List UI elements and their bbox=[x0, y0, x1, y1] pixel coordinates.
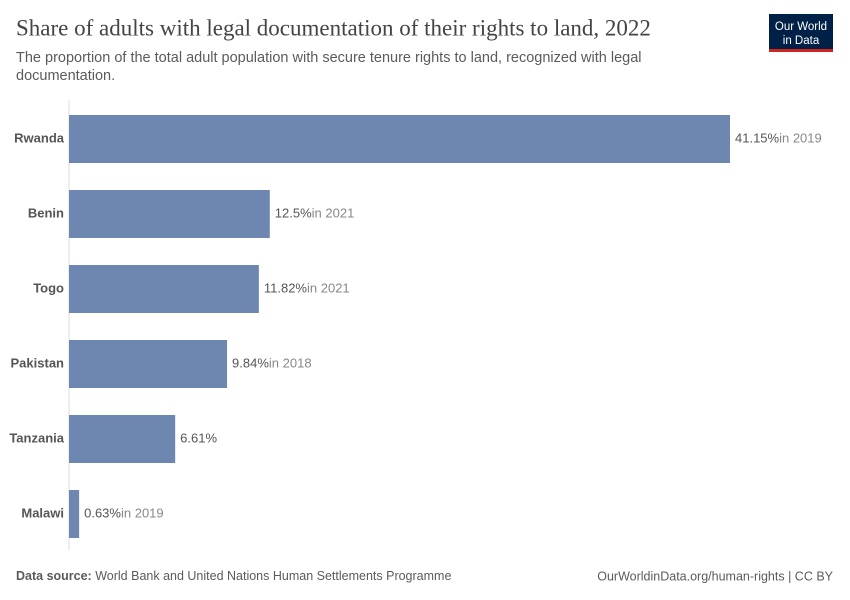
year-note: in 2019 bbox=[121, 505, 164, 520]
category-label: Tanzania bbox=[9, 430, 64, 445]
value-label: 41.15% bbox=[735, 130, 780, 145]
category-label: Rwanda bbox=[14, 130, 65, 145]
year-note: in 2018 bbox=[269, 355, 312, 370]
value-label: 9.84% bbox=[232, 355, 269, 370]
category-label: Malawi bbox=[21, 505, 64, 520]
source-text: World Bank and United Nations Human Sett… bbox=[95, 569, 451, 583]
value-label: 11.82% bbox=[264, 280, 308, 295]
bar bbox=[69, 415, 176, 463]
logo-text: Our World bbox=[775, 21, 827, 33]
value-label: 6.61% bbox=[180, 430, 217, 445]
url: OurWorldinData.org/human-rights | CC BY bbox=[597, 569, 833, 583]
category-label: Benin bbox=[28, 205, 64, 220]
subtitle: The proportion of the total adult popula… bbox=[16, 50, 642, 66]
bar bbox=[69, 490, 80, 538]
bar bbox=[69, 265, 259, 313]
bar bbox=[69, 190, 270, 238]
chart-title: Share of adults with legal documentation… bbox=[16, 15, 651, 40]
category-label: Togo bbox=[33, 280, 64, 295]
value-label: 0.63% bbox=[84, 505, 121, 520]
year-note: in 2019 bbox=[779, 130, 822, 145]
subtitle: documentation. bbox=[16, 68, 115, 84]
bar bbox=[69, 115, 730, 163]
source: Data source: World Bank and United Natio… bbox=[16, 569, 451, 583]
year-note: in 2021 bbox=[307, 280, 350, 295]
logo-box bbox=[769, 14, 833, 52]
bar bbox=[69, 340, 228, 388]
category-label: Pakistan bbox=[11, 355, 65, 370]
logo-text: in Data bbox=[783, 35, 820, 47]
value-label: 12.5% bbox=[275, 205, 312, 220]
logo-underline bbox=[769, 49, 833, 52]
source-label: Data source: bbox=[16, 569, 92, 583]
year-note: in 2021 bbox=[312, 205, 355, 220]
